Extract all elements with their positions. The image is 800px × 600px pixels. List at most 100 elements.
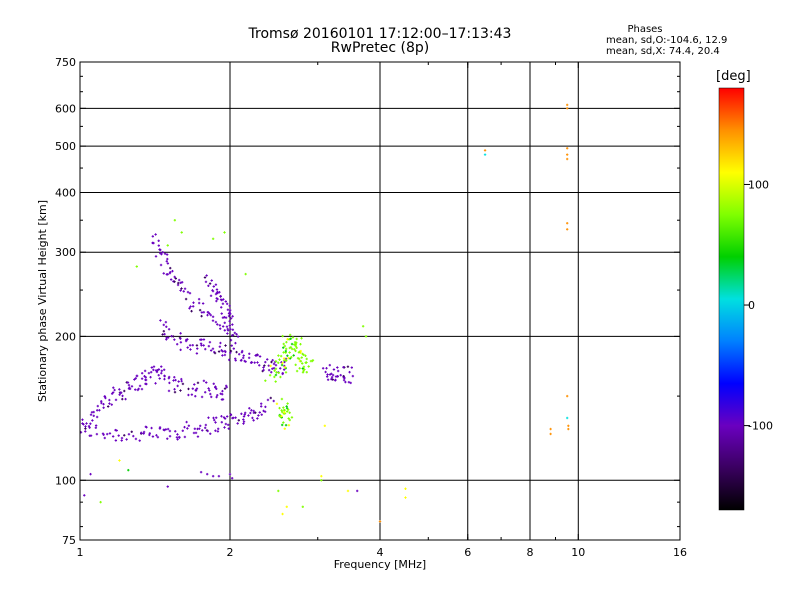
data-point [279, 367, 282, 370]
data-point [231, 328, 235, 331]
data-point [89, 413, 93, 416]
data-point [305, 361, 308, 364]
data-point [404, 496, 407, 499]
data-point [229, 327, 232, 331]
data-point [202, 344, 205, 347]
data-point [196, 435, 200, 438]
data-point [224, 344, 227, 347]
data-point [176, 438, 179, 441]
data-point [216, 291, 219, 295]
data-point [483, 149, 487, 152]
data-point [223, 387, 227, 390]
colorbar-label: [deg] [716, 69, 751, 84]
data-point [262, 368, 265, 372]
data-point [344, 380, 347, 384]
data-point [84, 425, 87, 428]
grid-layer [80, 62, 680, 540]
data-point [162, 329, 166, 333]
data-point [304, 354, 307, 357]
data-point [154, 382, 157, 385]
data-point [293, 348, 296, 351]
data-point [127, 383, 131, 387]
data-point [323, 424, 327, 428]
data-point [214, 386, 217, 389]
data-point [274, 363, 278, 367]
data-point [140, 431, 143, 434]
colorbar-tick-label: -100 [748, 420, 773, 433]
data-point [160, 365, 163, 368]
data-point [189, 305, 192, 308]
y-axis-label: Stationary phase Virtual Height [km] [36, 200, 49, 402]
data-point [145, 426, 148, 429]
data-point [221, 398, 225, 401]
data-point [180, 377, 183, 381]
data-point [295, 369, 299, 373]
data-point [216, 393, 219, 397]
data-point [198, 427, 201, 430]
data-point [302, 365, 306, 369]
data-point [166, 427, 170, 431]
data-point [226, 308, 230, 311]
data-point [280, 423, 284, 427]
data-point [274, 373, 278, 377]
data-point [299, 360, 303, 363]
data-point [154, 233, 157, 236]
data-point [140, 387, 144, 391]
data-point [94, 424, 98, 427]
data-point [180, 231, 183, 234]
data-point [283, 427, 287, 430]
data-point [326, 373, 329, 376]
data-point [187, 387, 190, 391]
data-point [162, 272, 165, 275]
data-point [186, 290, 190, 294]
data-point [298, 367, 301, 370]
data-point [242, 420, 246, 423]
data-point [218, 324, 222, 327]
data-point [156, 435, 160, 439]
data-point [203, 276, 207, 279]
data-point [123, 434, 126, 437]
data-point [272, 362, 276, 366]
data-point [177, 380, 180, 383]
data-point [206, 429, 209, 433]
data-point [206, 311, 210, 314]
data-point [287, 356, 290, 360]
data-point [279, 354, 283, 358]
data-point [155, 370, 159, 374]
data-point [269, 396, 272, 400]
data-point [264, 379, 267, 382]
data-point [221, 325, 225, 328]
data-point [168, 429, 172, 433]
data-point [294, 363, 297, 367]
data-point [565, 222, 569, 225]
data-point [173, 390, 177, 394]
data-point [286, 402, 289, 405]
data-point [191, 343, 194, 347]
data-point [295, 346, 298, 350]
data-point [228, 309, 232, 312]
data-point [226, 327, 229, 331]
data-point [290, 416, 294, 419]
data-point [102, 403, 105, 406]
data-point [194, 431, 198, 435]
data-point [288, 418, 291, 422]
data-point [243, 413, 246, 416]
data-point [264, 405, 267, 409]
data-point [272, 399, 275, 403]
data-point [199, 470, 203, 474]
data-point [169, 266, 172, 270]
data-point [191, 387, 194, 390]
data-point [147, 371, 151, 375]
data-point [134, 437, 138, 441]
data-point [301, 352, 304, 356]
data-point [177, 281, 180, 285]
data-point [284, 349, 288, 353]
data-point [106, 405, 110, 408]
data-point [565, 153, 569, 156]
data-point [104, 396, 107, 400]
x-tick-label: 10 [571, 546, 585, 559]
data-point [188, 344, 192, 347]
data-point [111, 391, 115, 394]
data-point [285, 505, 288, 509]
data-point [212, 382, 215, 385]
